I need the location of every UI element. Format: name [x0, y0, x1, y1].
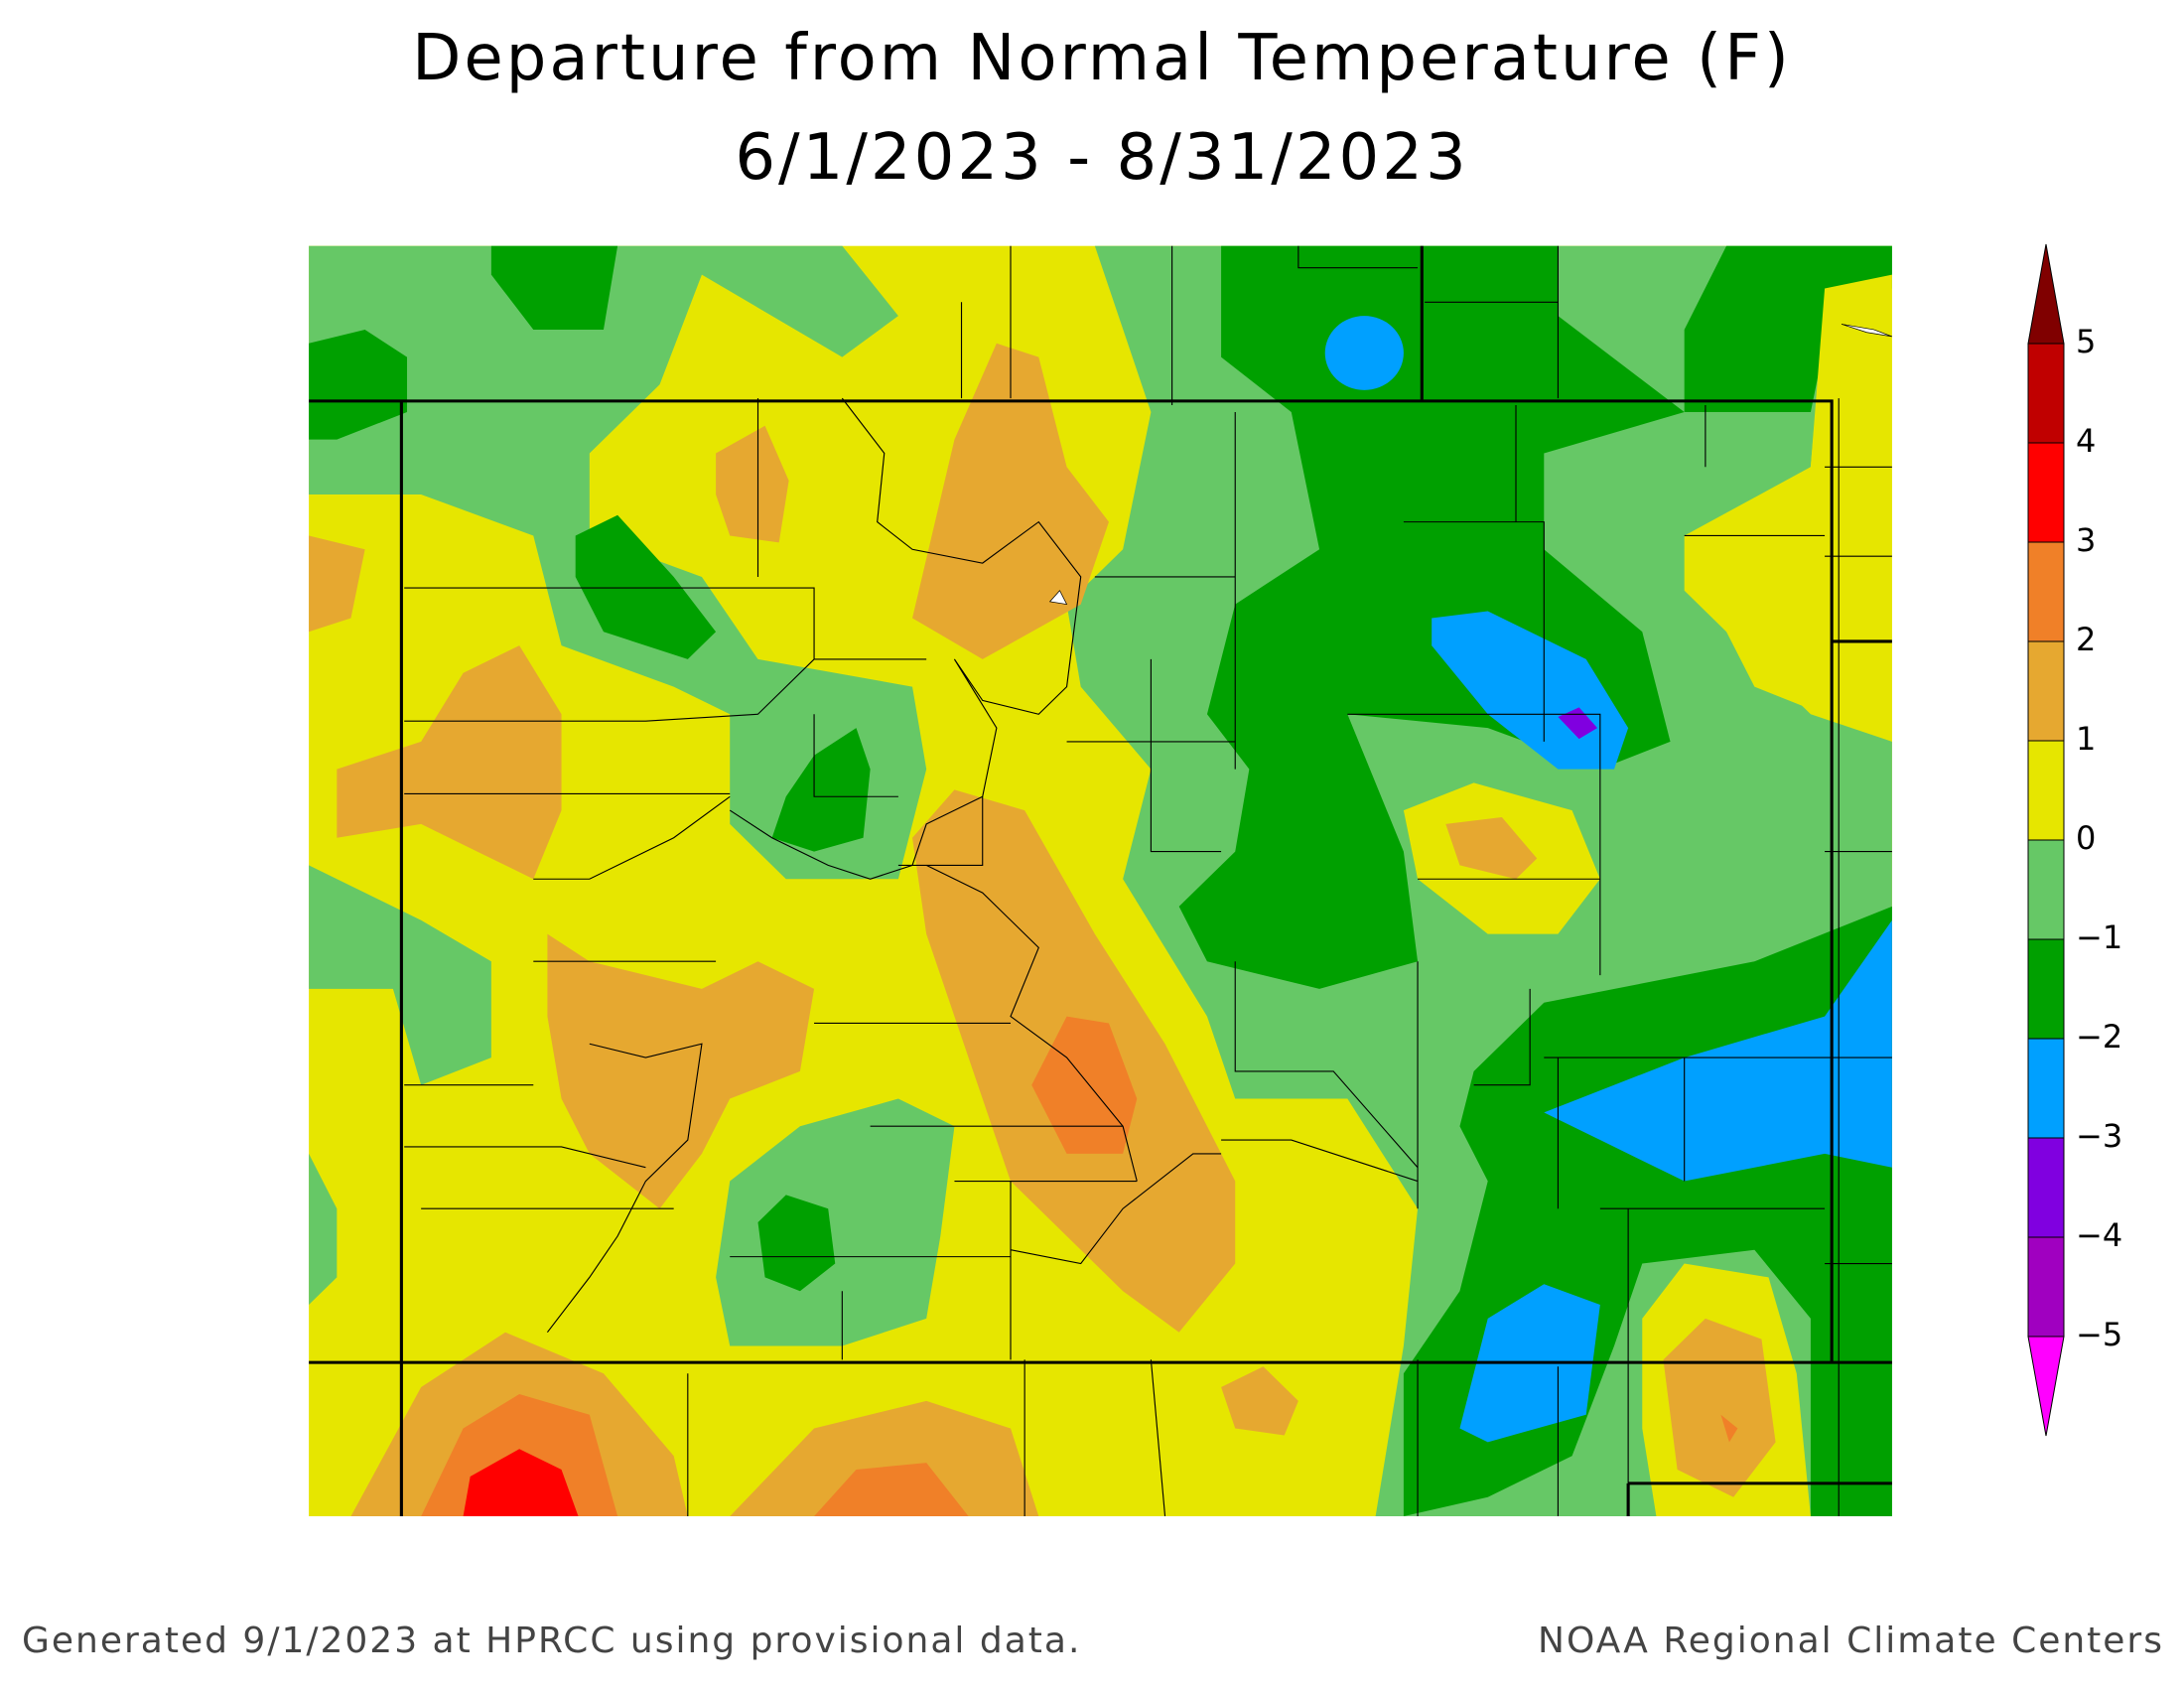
legend-label: 5 [2076, 323, 2096, 360]
legend: 5 4 3 2 1 0 −1 −2 −3 −4 −5 [2027, 243, 2122, 1437]
legend-label: 1 [2076, 720, 2096, 758]
legend-box [2027, 1137, 2065, 1238]
legend-box [2027, 442, 2065, 543]
legend-cap [2027, 243, 2065, 345]
legend-box [2027, 541, 2065, 642]
legend-label: −2 [2076, 1018, 2122, 1056]
legend-label: 3 [2076, 521, 2096, 559]
legend-box [2027, 740, 2065, 841]
legend-label: −1 [2076, 918, 2122, 956]
footer-left: Generated 9/1/2023 at HPRCC using provis… [22, 1621, 1081, 1661]
legend-label: 4 [2076, 422, 2096, 460]
legend-label: −3 [2076, 1117, 2122, 1155]
legend-box [2027, 1038, 2065, 1139]
footer-right: NOAA Regional Climate Centers [1538, 1621, 2164, 1661]
subtitle: 6/1/2023 - 8/31/2023 [735, 121, 1468, 195]
legend-box [2027, 938, 2065, 1040]
title: Departure from Normal Temperature (F) [412, 22, 1792, 95]
legend-box [2027, 839, 2065, 940]
legend-label: 0 [2076, 819, 2096, 857]
legend-cap [2027, 1336, 2065, 1437]
legend-label: −4 [2076, 1216, 2122, 1254]
legend-label: −5 [2076, 1316, 2122, 1353]
legend-box [2027, 1236, 2065, 1338]
legend-label: 2 [2076, 621, 2096, 658]
legend-box [2027, 343, 2065, 444]
legend-box [2027, 640, 2065, 742]
map [309, 245, 1892, 1517]
